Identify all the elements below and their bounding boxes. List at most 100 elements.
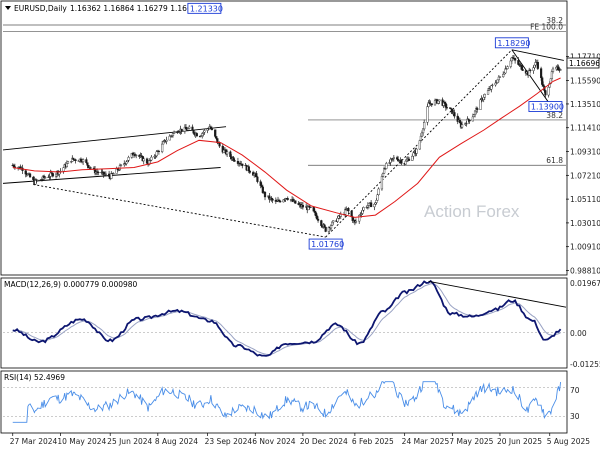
candle-body — [102, 171, 105, 175]
candle-body — [79, 158, 83, 162]
upper-channel-line — [2, 126, 227, 151]
candle-body — [145, 158, 149, 164]
candle-body — [332, 220, 335, 223]
candle-body — [498, 76, 502, 78]
candle-body — [347, 208, 350, 212]
candle-body — [316, 218, 320, 221]
candle-body — [506, 66, 509, 70]
candle-body — [127, 157, 130, 161]
price-tick-label: 1.09310 — [570, 148, 600, 157]
candle-body — [551, 68, 555, 72]
candle-body — [502, 73, 505, 77]
candle-body — [361, 210, 364, 214]
price-candles — [11, 54, 562, 234]
candle-body — [536, 62, 539, 69]
candle-body — [550, 71, 554, 79]
candle-body — [445, 107, 449, 109]
price-callouts: 1.21330 1.01760 1.18290 1.13900 — [187, 2, 564, 250]
candle-body — [421, 128, 425, 134]
price-tick-label: 1.17710 — [570, 52, 600, 61]
candle-body — [377, 188, 380, 195]
candle-body — [396, 157, 399, 160]
candle-body — [544, 90, 547, 96]
candle-body — [248, 170, 251, 173]
macd-tick-bottom: -0.012552 — [570, 360, 600, 369]
candle-body — [426, 106, 429, 123]
candle-body — [150, 156, 153, 161]
candle-body — [520, 65, 523, 70]
candle-body — [172, 131, 176, 134]
candle-body — [85, 159, 88, 163]
candle-body — [184, 126, 188, 130]
dashed-support-line — [33, 184, 326, 238]
candle-body — [201, 133, 204, 136]
candle-body — [313, 211, 316, 213]
candle-body — [517, 60, 520, 65]
candle-body — [232, 157, 235, 161]
candle-body — [36, 179, 39, 181]
candle-body — [294, 200, 297, 204]
candle-body — [97, 172, 100, 174]
candle-body — [509, 60, 512, 67]
candle-body — [471, 116, 474, 122]
candle-body — [370, 202, 373, 208]
callout-text: 1.18290 — [497, 39, 530, 48]
candle-body — [358, 214, 361, 222]
candle-body — [486, 90, 490, 95]
candle-body — [339, 214, 342, 217]
callout-text: 1.13900 — [531, 103, 564, 112]
price-tick-label: 1.15590 — [570, 76, 600, 85]
candle-body — [533, 64, 536, 68]
date-tick-label: 20 Jun 2025 — [497, 437, 542, 446]
lower-wedge-line — [511, 49, 551, 105]
candle-body — [24, 170, 27, 175]
candle-body — [482, 97, 485, 100]
candle-body — [491, 84, 494, 86]
current-price-label: 1.16696 — [569, 59, 600, 68]
candle-body — [529, 69, 532, 71]
rsi-tick-30: 30 — [570, 412, 580, 421]
candle-body — [336, 218, 339, 222]
candle-body — [458, 120, 461, 123]
candle-body — [490, 85, 493, 90]
candle-body — [214, 129, 217, 137]
candle-body — [374, 202, 377, 205]
date-tick-label: 27 Mar 2024 — [10, 437, 58, 446]
candle-body — [323, 224, 326, 228]
candle-body — [218, 142, 221, 147]
candle-body — [165, 139, 168, 142]
candle-body — [453, 112, 456, 117]
date-tick-label: 6 Feb 2025 — [352, 437, 394, 446]
candle-body — [155, 151, 158, 157]
candle-body — [354, 220, 358, 223]
date-tick-label: 24 Mar 2025 — [402, 437, 450, 446]
candle-body — [373, 203, 376, 208]
candle-body — [255, 173, 258, 178]
date-tick-label: 8 Aug 2024 — [155, 437, 198, 446]
date-tick-label: 7 May 2025 — [449, 437, 493, 446]
candle-body — [312, 206, 315, 212]
candle-body — [433, 100, 437, 106]
candle-body — [168, 135, 171, 141]
candle-body — [521, 69, 524, 71]
candle-body — [412, 152, 415, 157]
candle-body — [559, 69, 562, 71]
candle-body — [301, 204, 305, 208]
candle-body — [191, 126, 194, 131]
callout-text: 1.21330 — [190, 4, 223, 13]
candle-body — [541, 77, 544, 85]
rsi-line — [3, 381, 566, 423]
candle-body — [420, 132, 424, 137]
candle-body — [62, 167, 65, 172]
macd-tick-zero: 0.00 — [570, 329, 587, 338]
candle-body — [389, 158, 392, 163]
price-tick-label: 1.13510 — [570, 100, 600, 109]
candle-body — [366, 205, 369, 208]
candle-body — [187, 128, 190, 131]
candle-body — [476, 108, 479, 110]
candle-body — [430, 103, 433, 106]
chart-header-ohlc: 1.16362 1.16864 1.16279 1.16696 — [70, 4, 201, 13]
dropdown-triangle-icon[interactable] — [5, 6, 11, 10]
